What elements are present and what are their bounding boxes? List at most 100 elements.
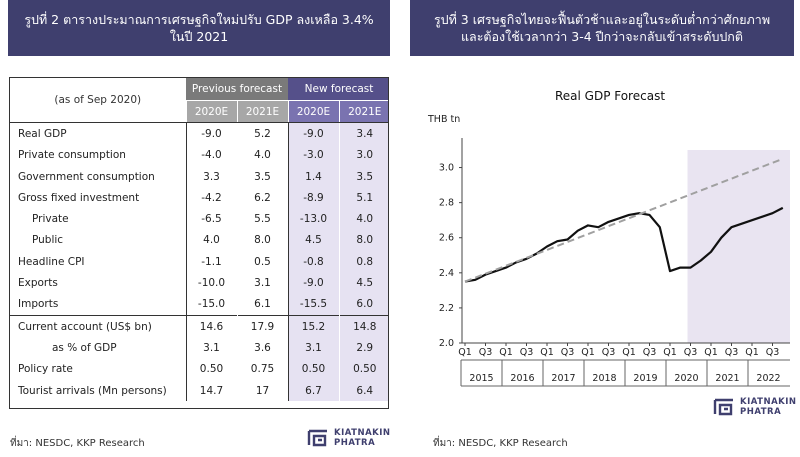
x-tick-label: Q3 [725,347,739,358]
x-tick-label: Q1 [458,347,472,358]
row-label: Public [32,234,64,247]
x-tick-label: Q3 [602,347,616,358]
table-row: Imports -15.0 6.1 -15.5 6.0 [10,293,388,316]
table-row: Private consumption -4.0 4.0 -3.0 3.0 [10,144,388,166]
y-tick-label: 2.4 [439,268,454,279]
source-note: ที่มา: NESDC, KKP Research [10,438,145,449]
table-row: Policy rate 0.50 0.75 0.50 0.50 [10,358,388,380]
previous-forecast-header: Previous forecast [186,78,288,101]
table-cell: 15.2 [287,314,339,338]
table-cell: -9.0 [287,122,339,145]
table-cell: -8.9 [287,187,339,209]
row-label: Imports [18,298,59,311]
table-cell: 2.9 [338,337,388,359]
table-cell: -4.2 [185,187,237,209]
y-axis-label: THB tn [427,114,460,125]
table-cell: 3.5 [338,165,388,188]
table-figure-title: รูปที่ 2 ตารางประมาณการเศรษฐกิจใหม่ปรับ … [8,0,390,56]
table-row: Government consumption 3.3 3.5 1.4 3.5 [10,165,388,188]
table-cell: -9.0 [287,272,339,294]
table-cell: 6.2 [236,187,288,209]
table-cell: 6.0 [338,293,388,316]
forecast-shade [687,150,790,343]
table-cell: 0.8 [338,251,388,273]
table-cell: 8.0 [338,229,388,252]
x-tick-label: Q1 [663,347,677,358]
table-cell: -0.8 [287,251,339,273]
table-cell: 3.0 [338,144,388,166]
trend-line-series [464,157,784,283]
x-tick-label: Q3 [561,347,575,358]
table-cell: 3.1 [287,337,339,359]
year-header: 2020E [287,100,339,124]
table-cell: -15.0 [185,293,237,316]
title-line-2: ในปี 2021 [169,29,229,44]
table-cell: -6.5 [185,208,237,230]
y-tick-label: 2.2 [439,303,454,314]
table-row: Headline CPI -1.1 0.5 -0.8 0.8 [10,251,388,273]
x-tick-label: Q3 [684,347,698,358]
row-label: Headline CPI [18,255,85,268]
row-label: as % of GDP [52,341,117,354]
row-label: Private [32,213,69,226]
table-cell: 0.50 [287,358,339,380]
table-row: Real GDP -9.0 5.2 -9.0 3.4 [10,122,388,145]
table-row: Current account (US$ bn) 14.6 17.9 15.2 14.8 [10,314,388,338]
table-cell: 14.8 [338,314,388,338]
table-cell: 0.5 [236,251,288,273]
table-cell: 3.1 [236,272,288,294]
table-cell: 6.4 [338,379,388,402]
table-cell: 8.0 [236,229,288,252]
table-cell: 5.2 [236,122,288,145]
chart-title: Real GDP Forecast [555,89,665,103]
table-cell: 3.4 [338,122,388,145]
table-cell: 4.0 [236,144,288,166]
table-cell: 4.0 [185,229,237,252]
table-row: Exports -10.0 3.1 -9.0 4.5 [10,272,388,294]
table-cell: -9.0 [185,122,237,145]
year-header: 2021E [236,100,288,124]
table-cell: 4.5 [287,229,339,252]
chart-figure-title: รูปที่ 3 เศรษฐกิจไทยจะฟื้นตัวช้าและอยู่ใ… [410,0,794,56]
table-cell: -4.0 [185,144,237,166]
x-year-label: 2018 [592,373,616,384]
table-cell: 1.4 [287,165,339,188]
as-of-label: (as of Sep 2020) [10,78,186,124]
x-tick-label: Q3 [643,347,657,358]
table-row: Public 4.0 8.0 4.5 8.0 [10,229,388,252]
table-cell: -15.5 [287,293,339,316]
table-cell: 0.50 [185,358,237,380]
table-cell: 3.6 [236,337,288,359]
table-cell: 5.5 [236,208,288,230]
row-label: Exports [18,277,58,290]
table-cell: -10.0 [185,272,237,294]
table-row: as % of GDP 3.1 3.6 3.1 2.9 [10,337,388,359]
row-label: Tourist arrivals (Mn persons) [18,384,167,397]
logo-mark-icon [307,429,327,447]
table-cell: 17 [236,379,288,402]
source-note: ที่มา: NESDC, KKP Research [433,438,568,449]
year-header: 2021E [338,100,388,124]
x-year-label: 2017 [551,373,575,384]
table-row: Gross fixed investment -4.2 6.2 -8.9 5.1 [10,187,388,209]
row-label: Private consumption [18,149,126,162]
y-tick-label: 2.8 [439,198,454,209]
y-tick-label: 2.6 [439,233,454,244]
forecast-table-panel: (as of Sep 2020) Previous forecast New f… [9,77,389,409]
x-tick-label: Q1 [704,347,718,358]
table-cell: 14.6 [185,314,237,338]
gdp-chart-panel: Real GDP Forecast THB tn 2.0 2.2 2.4 2.6 2.8 3.… [410,70,795,420]
x-year-label: 2016 [510,373,534,384]
logo-line-2: PHATRA [740,407,782,417]
table-cell: -3.0 [287,144,339,166]
x-year-label: 2021 [715,373,739,384]
table-row: Tourist arrivals (Mn persons) 14.7 17 6.7 6.… [10,379,388,402]
year-header: 2020E [185,100,237,124]
x-tick-label: Q3 [766,347,780,358]
x-tick-label: Q3 [520,347,534,358]
logo-line-1: KIATNAKIN [740,397,797,407]
row-label: Current account (US$ bn) [10,314,186,338]
x-year-label: 2020 [674,373,698,384]
table-cell: 6.7 [287,379,339,402]
table-cell: 0.75 [236,358,288,380]
